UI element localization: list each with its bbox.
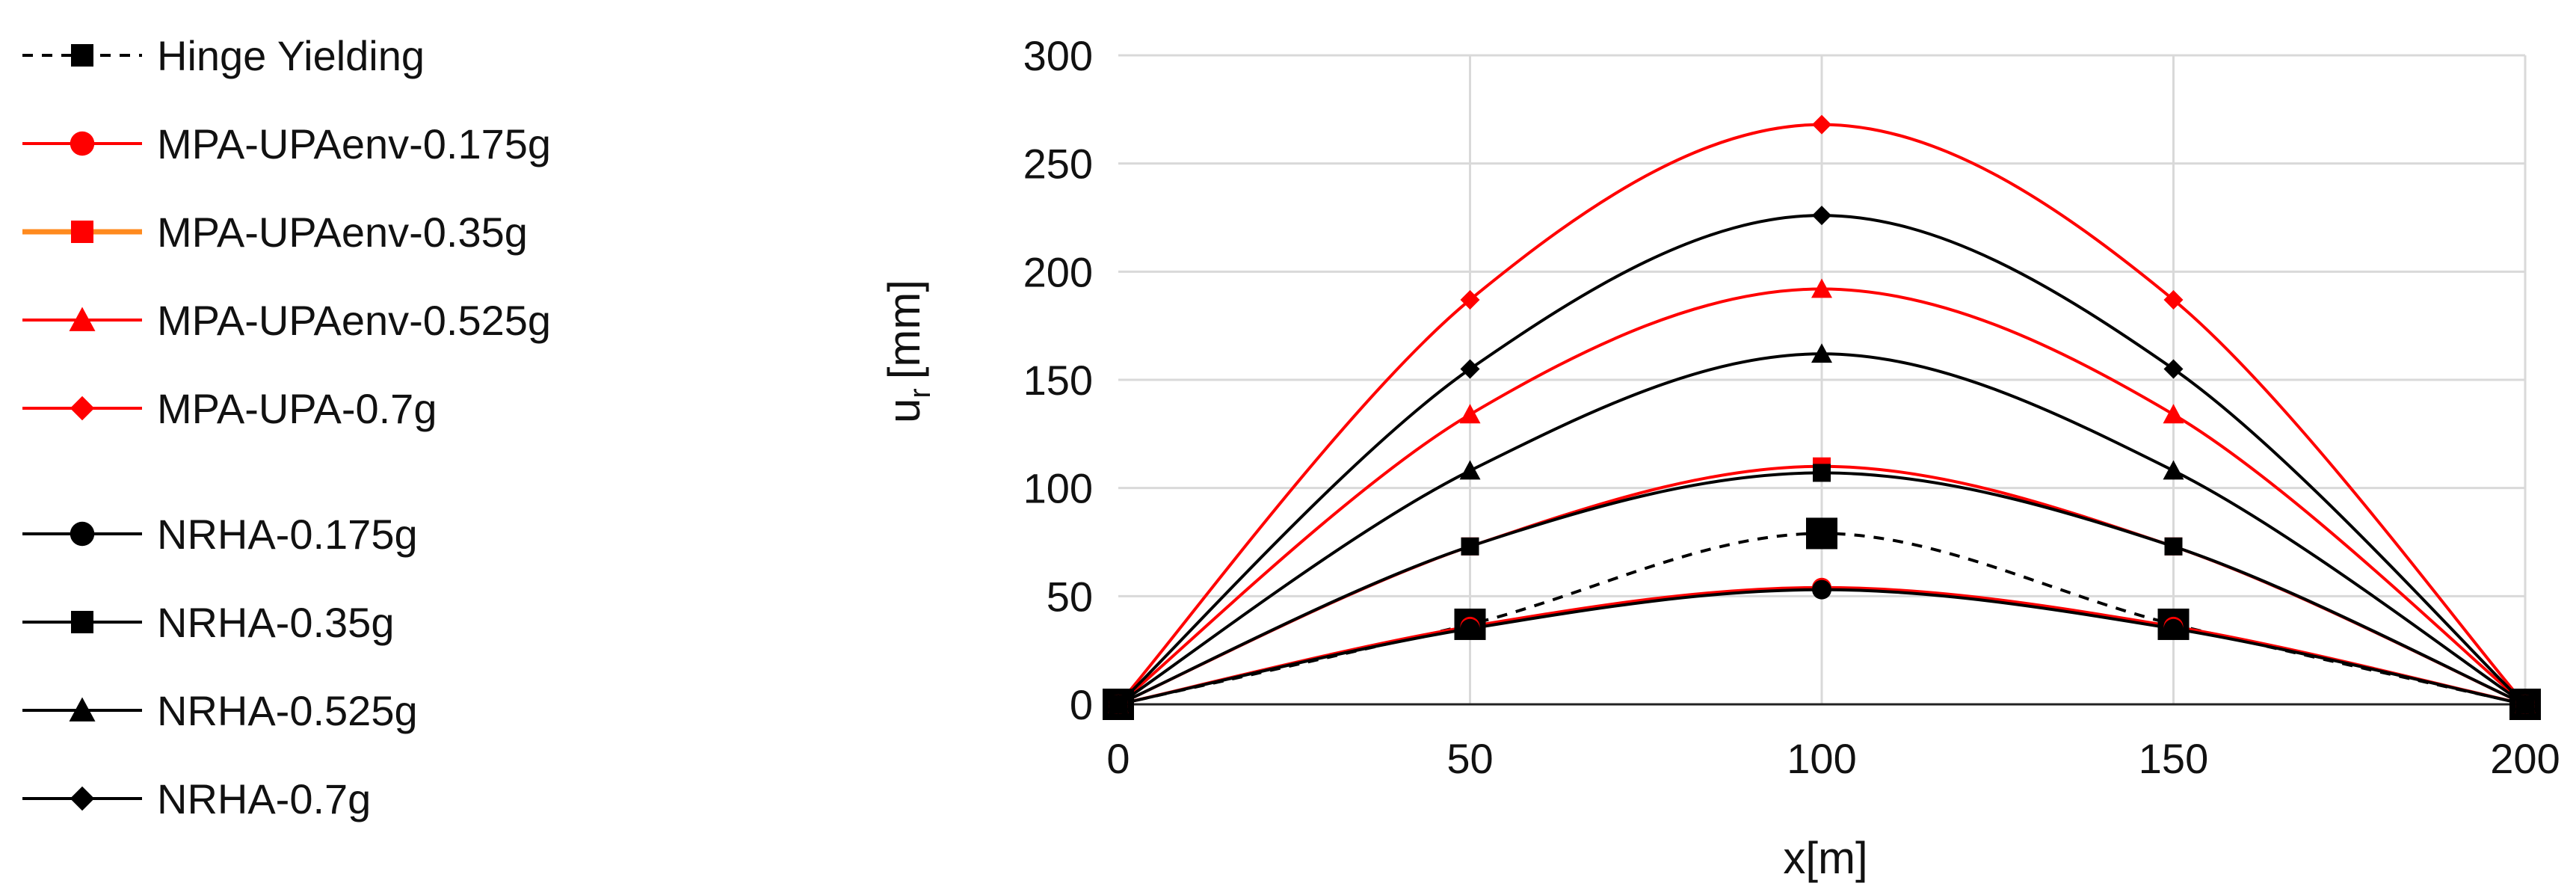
legend-swatch-marker (69, 697, 96, 722)
data-point (2163, 404, 2184, 424)
legend-swatch-marker (69, 307, 96, 331)
data-point (1460, 289, 1480, 310)
markers-group (1103, 114, 2541, 720)
y-axis-label-unit: [mm] (879, 280, 929, 379)
legend-label: NRHA-0.35g (157, 599, 394, 646)
legend-label: MPA-UPAenv-0.175g (157, 120, 551, 167)
legend-label: Hinge Yielding (157, 32, 425, 79)
y-axis-label: ur [mm] (879, 280, 937, 423)
data-point (1806, 517, 1837, 550)
x-tick-label: 100 (1787, 735, 1856, 782)
data-point (2163, 289, 2184, 310)
data-point (2163, 359, 2184, 379)
y-axis-label-subscript: r (904, 388, 937, 398)
data-point (1459, 460, 1481, 480)
data-point (1811, 343, 1832, 363)
y-tick-label: 50 (1047, 573, 1093, 620)
legend-label: NRHA-0.175g (157, 511, 418, 558)
data-point (1461, 537, 1479, 556)
axes: 0 50 100 150 200 250 300 0 50 100 150 200 (1023, 32, 2560, 782)
y-tick-label: 100 (1023, 465, 1093, 512)
legend-label: NRHA-0.525g (157, 687, 418, 734)
x-axis-label: x[m] (1783, 833, 1867, 883)
data-point (1812, 206, 1831, 226)
legend-swatch-marker (71, 44, 93, 67)
x-tick-label: 150 (2139, 735, 2208, 782)
y-tick-label: 150 (1023, 357, 1093, 404)
legend-swatch-marker (70, 396, 95, 421)
legend-swatch-marker (71, 611, 93, 633)
data-point (1109, 695, 1128, 714)
legend-swatch-marker (70, 521, 95, 547)
legend-label: MPA-UPAenv-0.525g (157, 297, 551, 344)
y-tick-label: 300 (1023, 32, 1093, 79)
grid (1118, 54, 2527, 704)
data-point (2515, 695, 2535, 714)
legend-swatch-marker (70, 786, 95, 811)
legend-swatch-marker (70, 131, 95, 156)
legend-label: MPA-UPAenv-0.35g (157, 209, 528, 256)
data-point (1812, 579, 1831, 600)
legend-label: NRHA-0.7g (157, 775, 371, 822)
data-point (1813, 464, 1831, 482)
legend: Hinge Yielding MPA-UPAenv-0.175g MPA-UPAen… (22, 32, 551, 822)
y-tick-label: 200 (1023, 248, 1093, 295)
data-point (1812, 114, 1831, 135)
data-point (1459, 404, 1481, 424)
y-tick-label: 0 (1070, 681, 1093, 728)
data-point (2164, 537, 2183, 556)
data-point (2163, 460, 2184, 480)
data-point (1460, 618, 1480, 639)
x-tick-label: 0 (1106, 735, 1130, 782)
data-point (1460, 359, 1480, 379)
x-tick-label: 50 (1446, 735, 1493, 782)
axis-labels: x[m] ur [mm] (879, 280, 1868, 883)
data-point (1811, 278, 1832, 298)
x-tick-label: 200 (2490, 735, 2560, 782)
legend-label: MPA-UPA-0.7g (157, 385, 437, 432)
legend-swatch-marker (71, 221, 93, 243)
data-point (2163, 618, 2184, 639)
y-tick-label: 250 (1023, 141, 1093, 188)
y-axis-label-main: u (879, 399, 929, 423)
